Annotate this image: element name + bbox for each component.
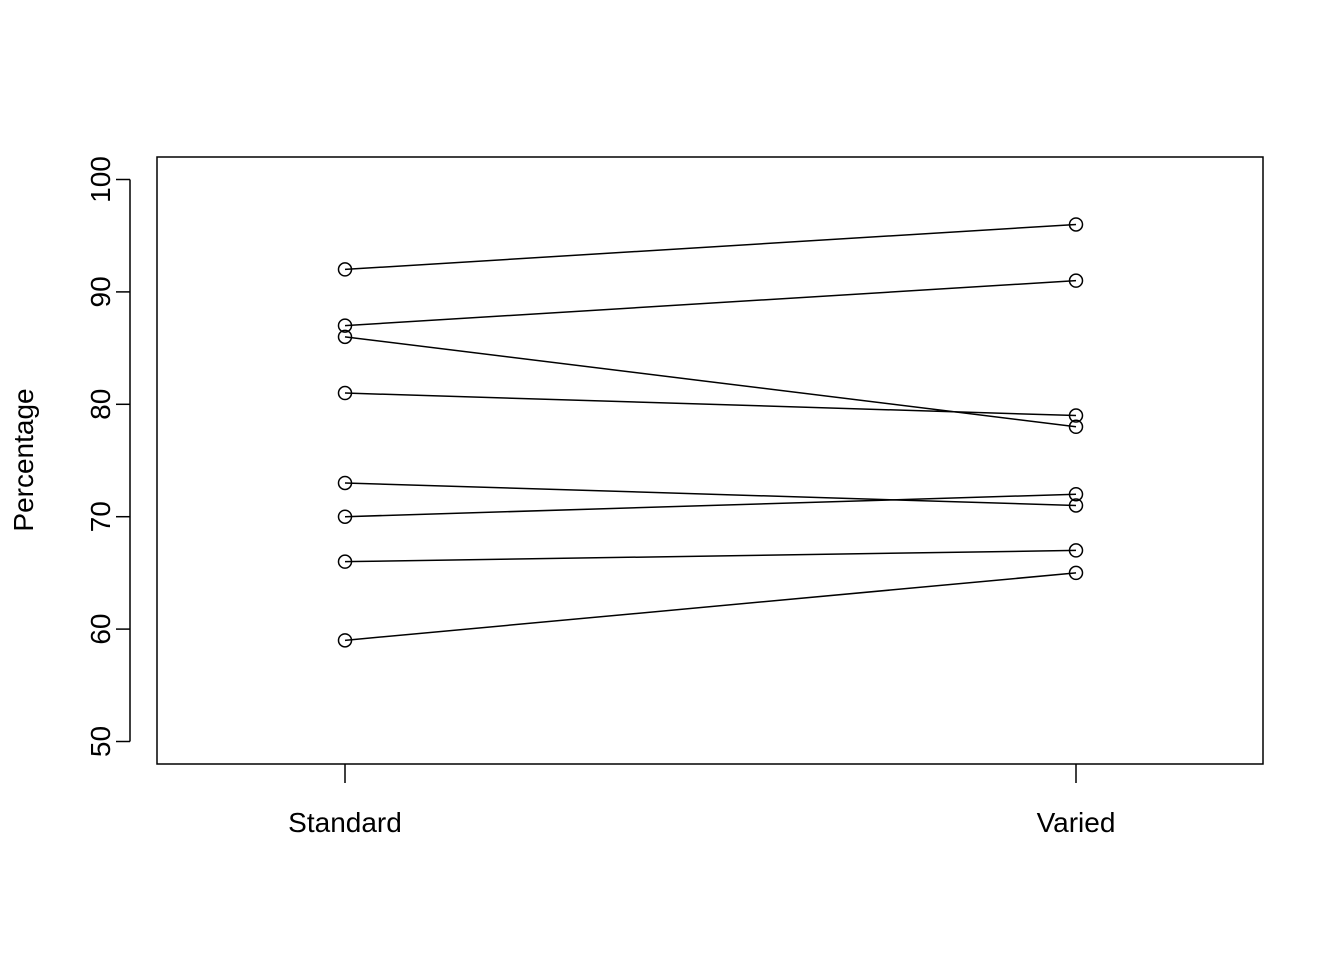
- series-line: [344, 572, 1077, 642]
- data-point: [1068, 408, 1084, 423]
- data-point: [337, 329, 353, 345]
- series-line: [344, 549, 1077, 563]
- data-point: [1068, 543, 1084, 558]
- y-tick-label: 90: [85, 276, 116, 307]
- series-line: [344, 493, 1077, 518]
- data-point: [1068, 217, 1084, 232]
- data-point: [1068, 565, 1084, 581]
- series-line: [344, 223, 1077, 271]
- x-tick-label: Standard: [288, 807, 402, 838]
- y-tick-label: 70: [85, 501, 116, 532]
- data-point: [337, 554, 353, 569]
- y-tick-label: 80: [85, 389, 116, 420]
- y-axis: 50 60 70 80 90 100: [85, 156, 131, 757]
- y-axis-title: Percentage: [8, 388, 39, 531]
- series-line: [344, 392, 1077, 417]
- series-line: [344, 482, 1077, 507]
- data-point: [337, 509, 353, 524]
- series-line: [344, 336, 1077, 428]
- data-point: [337, 318, 353, 333]
- plot-frame: [156, 156, 1264, 765]
- data-point: [337, 633, 353, 648]
- x-tick-label: Varied: [1037, 807, 1116, 838]
- y-tick-label: 50: [85, 726, 116, 757]
- series-line: [344, 279, 1077, 327]
- data-point: [337, 262, 353, 277]
- data-point: [1068, 273, 1084, 288]
- data-point: [337, 385, 353, 401]
- data-point: [337, 475, 353, 491]
- y-tick-label: 100: [85, 156, 116, 203]
- x-axis: Standard Varied: [288, 764, 1115, 838]
- data-point: [1068, 486, 1084, 502]
- data-point: [1068, 498, 1084, 513]
- series-group: [337, 217, 1084, 648]
- data-point: [1068, 419, 1084, 435]
- y-tick-label: 60: [85, 614, 116, 645]
